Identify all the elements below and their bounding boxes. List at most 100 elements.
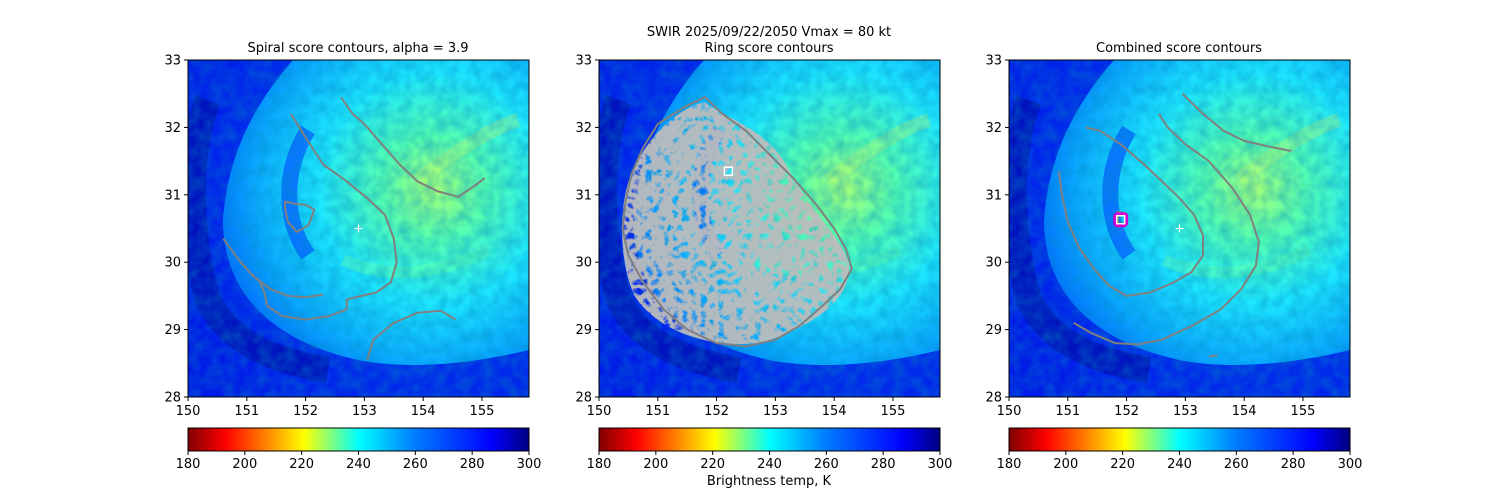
x-tick-label: 154	[1232, 404, 1257, 419]
axes-frame-ring	[598, 59, 941, 398]
x-tick-label: 153	[352, 404, 377, 419]
combined-contour-2	[1073, 113, 1260, 346]
x-tick-label: 154	[822, 404, 847, 419]
colorbar-tick-label: 280	[460, 457, 485, 472]
axes-frame-combined	[1008, 59, 1351, 398]
storm-center-marker	[354, 224, 363, 233]
colorbar-ticks-spiral: 180 200 220 240 260 280 300	[176, 451, 542, 472]
marker-layer-spiral	[354, 224, 363, 233]
colorbar-tick-label: 240	[757, 457, 782, 472]
colorbar-ticks-ring: 180 200 220 240 260 280 300	[587, 451, 952, 472]
spiral-contour-4	[366, 309, 457, 361]
colorbar-tick-label: 260	[814, 457, 839, 472]
colorbar-ring	[598, 427, 941, 452]
x-tick-label: 152	[1114, 404, 1139, 419]
panel-title-ring: Ring score contours	[704, 41, 833, 56]
panel-title-spiral: Spiral score contours, alpha = 3.9	[247, 41, 468, 56]
x-tick-label: 151	[645, 404, 670, 419]
colorbar-tick-label: 220	[289, 457, 314, 472]
y-tick-label: 33	[575, 54, 592, 69]
y-tick-label: 31	[575, 188, 592, 203]
spiral-contour-5	[284, 200, 316, 233]
colorbar-ticks-combined: 180 200 220 240 260 280 300	[997, 451, 1363, 472]
colorbar-tick-label: 300	[517, 457, 542, 472]
colorbar-tick-label: 220	[700, 457, 725, 472]
x-tick-label: 155	[470, 404, 495, 419]
combined-center-halo	[1113, 212, 1129, 228]
marker-layer-ring	[723, 166, 734, 176]
colorbar-tick-label: 240	[346, 457, 371, 472]
colorbar-label: Brightness temp, K	[707, 474, 832, 489]
y-axis-spiral: 28 29 30 31 32 33	[164, 54, 188, 406]
y-tick-label: 32	[575, 121, 592, 136]
y-axis-combined: 28 29 30 31 32 33	[985, 54, 1009, 406]
x-axis-spiral: 150 151 152 153 154 155	[176, 397, 495, 419]
y-tick-label: 30	[985, 256, 1002, 271]
y-tick-label: 32	[164, 121, 181, 136]
colorbar-tick-label: 240	[1167, 457, 1192, 472]
colorbar-tick-label: 200	[643, 457, 668, 472]
combined-contour-3	[1058, 126, 1204, 297]
y-tick-label: 33	[164, 54, 181, 69]
colorbar-combined	[1008, 427, 1351, 452]
x-tick-label: 151	[234, 404, 259, 419]
x-tick-label: 150	[997, 404, 1022, 419]
y-tick-label: 28	[575, 391, 592, 406]
colorbar-tick-label: 260	[403, 457, 428, 472]
x-tick-label: 150	[587, 404, 612, 419]
y-tick-label: 30	[164, 256, 181, 271]
combined-contour-1	[1181, 92, 1292, 152]
axes-frame-spiral	[187, 59, 530, 398]
y-tick-label: 32	[985, 121, 1002, 136]
colorbar-tick-label: 180	[176, 457, 201, 472]
y-tick-label: 29	[164, 323, 181, 338]
storm-center-marker	[1175, 224, 1184, 233]
y-tick-label: 28	[164, 391, 181, 406]
x-tick-label: 150	[176, 404, 201, 419]
x-tick-label: 151	[1055, 404, 1080, 419]
panel-title-combined: Combined score contours	[1096, 41, 1262, 56]
panel-spiral: Spiral score contours, alpha = 3.9 150 15…	[164, 41, 541, 472]
x-tick-label: 152	[293, 404, 318, 419]
panel-ring: Ring score contours 150 151 152 153 154 15	[575, 41, 952, 489]
spiral-contour-3	[222, 238, 324, 299]
spiral-contour-1	[340, 96, 486, 198]
ring-contour-outer	[621, 96, 853, 348]
colorbar-tick-label: 180	[997, 457, 1022, 472]
estimated-center-marker	[723, 166, 734, 176]
y-tick-label: 28	[985, 391, 1002, 406]
y-axis-ring: 28 29 30 31 32 33	[575, 54, 599, 406]
colorbar-tick-label: 200	[232, 457, 257, 472]
combined-contour-5	[1208, 354, 1218, 358]
colorbar-tick-label: 280	[1281, 457, 1306, 472]
x-tick-label: 154	[411, 404, 436, 419]
x-axis-combined: 150 151 152 153 154 155	[997, 397, 1315, 419]
y-tick-label: 29	[575, 323, 592, 338]
figure-suptitle: SWIR 2025/09/22/2050 Vmax = 80 kt	[647, 25, 891, 40]
y-tick-label: 29	[985, 323, 1002, 338]
colorbar-spiral	[187, 427, 530, 452]
spiral-contour-2	[257, 113, 398, 321]
y-tick-label: 33	[985, 54, 1002, 69]
x-tick-label: 153	[763, 404, 788, 419]
x-tick-label: 155	[881, 404, 906, 419]
colorbar-tick-label: 300	[1338, 457, 1363, 472]
y-tick-label: 30	[575, 256, 592, 271]
x-tick-label: 153	[1173, 404, 1198, 419]
x-axis-ring: 150 151 152 153 154 155	[587, 397, 906, 419]
y-tick-label: 31	[985, 188, 1002, 203]
colorbar-tick-label: 180	[587, 457, 612, 472]
contour-layer-ring	[621, 96, 853, 348]
panel-combined: Combined score contours 150 151 152 153 154 1…	[985, 41, 1362, 472]
colorbar-tick-label: 280	[871, 457, 896, 472]
contour-layer-combined	[1058, 92, 1292, 358]
y-tick-label: 31	[164, 188, 181, 203]
x-tick-label: 152	[704, 404, 729, 419]
colorbar-tick-label: 260	[1224, 457, 1249, 472]
marker-layer-combined	[1113, 212, 1184, 233]
colorbar-tick-label: 200	[1053, 457, 1078, 472]
colorbar-tick-label: 220	[1110, 457, 1135, 472]
estimated-center-marker	[1115, 214, 1126, 225]
contour-layer-spiral	[222, 96, 486, 361]
